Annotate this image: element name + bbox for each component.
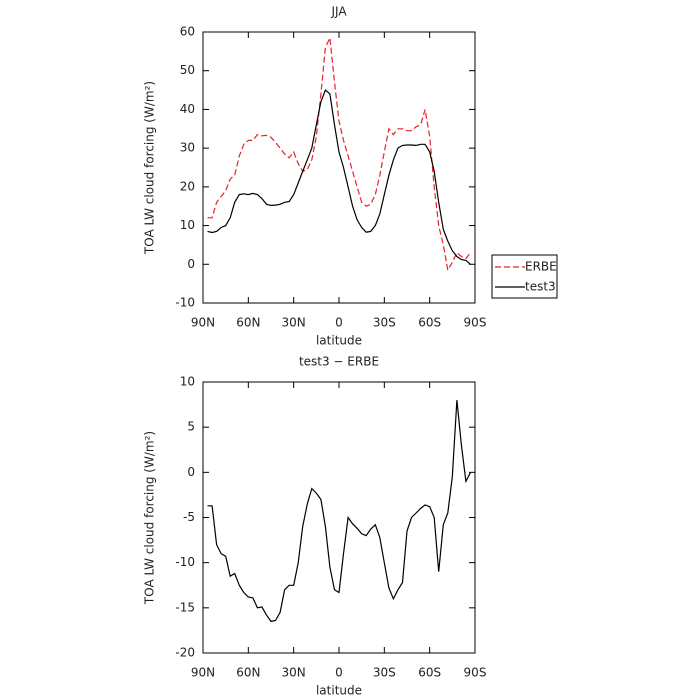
chart-title: test3 − ERBE [299, 355, 379, 369]
y-tick-label: -10 [175, 296, 195, 310]
x-tick-label: 60S [418, 666, 441, 680]
y-tick-label: -20 [175, 646, 195, 660]
y-axis-label: TOA LW cloud forcing (W/m²) [143, 431, 157, 605]
y-tick-label: 0 [187, 257, 195, 271]
x-tick-label: 30N [282, 666, 306, 680]
legend-label: test3 [525, 280, 556, 294]
x-tick-label: 0 [335, 666, 343, 680]
x-tick-label: 90N [191, 666, 215, 680]
y-tick-label: -10 [175, 555, 195, 569]
y-tick-label: 20 [180, 179, 195, 193]
x-tick-label: 0 [335, 316, 343, 330]
x-tick-label: 90S [464, 666, 487, 680]
y-tick-label: 10 [180, 375, 195, 389]
chart-title: JJA [330, 5, 347, 19]
y-tick-label: 50 [180, 63, 195, 77]
y-tick-label: 10 [180, 218, 195, 232]
x-tick-label: 60N [236, 666, 260, 680]
x-tick-label: 30N [282, 316, 306, 330]
y-tick-label: 5 [187, 420, 195, 434]
y-tick-label: 30 [180, 141, 195, 155]
y-axis-label: TOA LW cloud forcing (W/m²) [143, 81, 157, 255]
data-line [207, 35, 471, 272]
x-tick-label: 60N [236, 316, 260, 330]
x-tick-label: 30S [373, 316, 396, 330]
x-axis-label: latitude [316, 334, 362, 348]
x-tick-label: 30S [373, 666, 396, 680]
x-tick-label: 90N [191, 316, 215, 330]
data-line [207, 400, 472, 623]
legend-box [491, 254, 558, 299]
x-tick-label: 60S [418, 316, 441, 330]
y-tick-label: 60 [180, 25, 195, 39]
x-tick-label: 90S [464, 316, 487, 330]
y-tick-label: -15 [175, 600, 195, 614]
legend-label: ERBE [525, 260, 557, 274]
plot-frame [202, 31, 476, 304]
x-axis-label: latitude [316, 684, 362, 698]
y-tick-label: 0 [187, 465, 195, 479]
y-tick-label: 40 [180, 102, 195, 116]
y-tick-label: -5 [183, 510, 195, 524]
data-line [207, 89, 471, 265]
